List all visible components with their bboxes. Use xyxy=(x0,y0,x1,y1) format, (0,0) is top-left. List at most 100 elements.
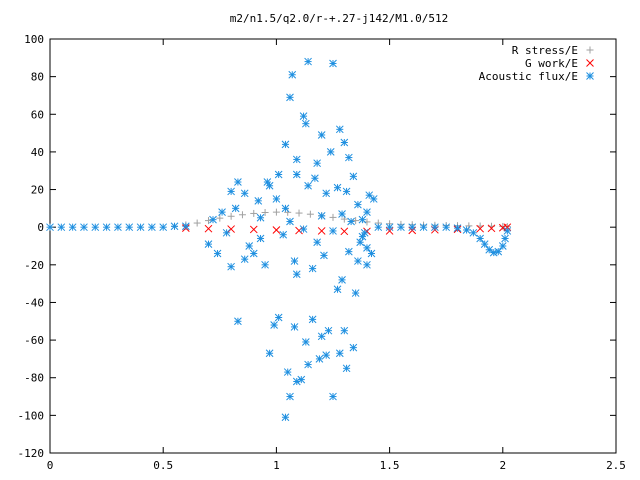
data-point xyxy=(295,226,303,235)
data-point xyxy=(286,392,294,401)
data-point xyxy=(234,178,242,186)
data-point xyxy=(249,249,258,258)
data-point xyxy=(204,224,213,233)
data-point xyxy=(320,251,328,260)
legend-label: R stress/E xyxy=(512,44,578,57)
data-point xyxy=(193,219,201,227)
data-point xyxy=(419,223,428,232)
data-point xyxy=(231,204,240,213)
data-point xyxy=(283,368,292,376)
data-point xyxy=(462,226,471,234)
y-tick-label: 20 xyxy=(31,184,44,197)
data-point xyxy=(256,213,265,222)
data-point xyxy=(363,208,371,216)
data-point xyxy=(245,242,254,250)
data-point xyxy=(181,222,190,231)
plot-border xyxy=(49,38,617,454)
data-point xyxy=(304,181,312,190)
chart-title: m2/n1.5/q2.0/r-+.27-j142/M1.0/512 xyxy=(230,12,449,25)
data-point xyxy=(313,159,322,168)
data-point xyxy=(335,125,344,134)
data-point xyxy=(216,214,224,222)
data-point xyxy=(354,200,362,209)
data-point xyxy=(249,225,258,234)
data-point xyxy=(290,257,299,265)
data-point xyxy=(297,375,306,384)
data-point xyxy=(256,234,265,243)
data-point xyxy=(308,264,317,273)
data-point xyxy=(365,191,374,200)
data-point xyxy=(340,227,349,236)
data-point xyxy=(57,223,66,232)
data-point xyxy=(322,351,331,359)
y-tick-label: -100 xyxy=(18,409,45,422)
data-point xyxy=(342,364,351,373)
data-point xyxy=(204,217,212,225)
data-point xyxy=(340,326,349,335)
y-tick-label: 60 xyxy=(31,108,44,121)
data-point xyxy=(352,217,360,225)
data-point xyxy=(218,208,226,216)
data-point xyxy=(91,223,100,232)
data-point xyxy=(313,238,322,247)
data-point xyxy=(274,313,283,322)
data-point xyxy=(222,228,231,237)
data-point xyxy=(311,174,319,183)
data-point xyxy=(125,223,134,232)
data-point xyxy=(263,178,272,186)
data-point xyxy=(114,223,122,232)
data-point xyxy=(272,226,281,234)
data-point xyxy=(344,153,353,162)
data-point xyxy=(281,140,290,149)
data-point xyxy=(469,228,478,237)
data-point xyxy=(286,93,294,102)
data-point xyxy=(363,260,371,269)
data-point xyxy=(315,355,324,363)
data-point xyxy=(279,230,288,239)
data-point xyxy=(374,223,383,232)
data-point xyxy=(335,349,344,358)
data-point xyxy=(351,289,360,297)
data-point xyxy=(272,195,281,203)
data-point xyxy=(254,196,263,205)
data-point xyxy=(476,224,485,233)
x-tick-label: 0 xyxy=(47,459,54,472)
data-point xyxy=(272,208,280,216)
data-point xyxy=(270,321,278,329)
data-point xyxy=(227,187,235,196)
data-point xyxy=(240,255,249,264)
data-point xyxy=(397,223,405,232)
data-point xyxy=(159,223,168,232)
data-point xyxy=(281,204,290,213)
data-point xyxy=(80,223,88,232)
data-point xyxy=(317,332,326,341)
data-point xyxy=(340,138,349,147)
data-point xyxy=(308,315,317,324)
data-point xyxy=(136,223,145,232)
data-point xyxy=(498,242,507,250)
data-point xyxy=(148,223,156,232)
data-point xyxy=(227,225,235,233)
data-point xyxy=(344,247,353,256)
data-point xyxy=(306,210,314,218)
data-point xyxy=(317,212,326,220)
data-point xyxy=(480,240,489,248)
data-point xyxy=(204,240,213,248)
x-tick-label: 2 xyxy=(499,459,506,472)
data-point xyxy=(408,223,417,232)
data-point xyxy=(333,183,342,192)
data-point xyxy=(453,224,462,232)
data-point xyxy=(360,228,369,237)
data-point xyxy=(385,227,394,235)
data-point xyxy=(290,323,299,331)
y-tick-label: -120 xyxy=(18,447,45,460)
data-point xyxy=(301,119,310,128)
data-point xyxy=(261,209,269,217)
data-point xyxy=(281,413,290,422)
y-tick-label: 40 xyxy=(31,146,44,159)
data-point xyxy=(329,227,337,235)
y-tick-label: 100 xyxy=(24,33,44,46)
data-point xyxy=(299,225,308,233)
